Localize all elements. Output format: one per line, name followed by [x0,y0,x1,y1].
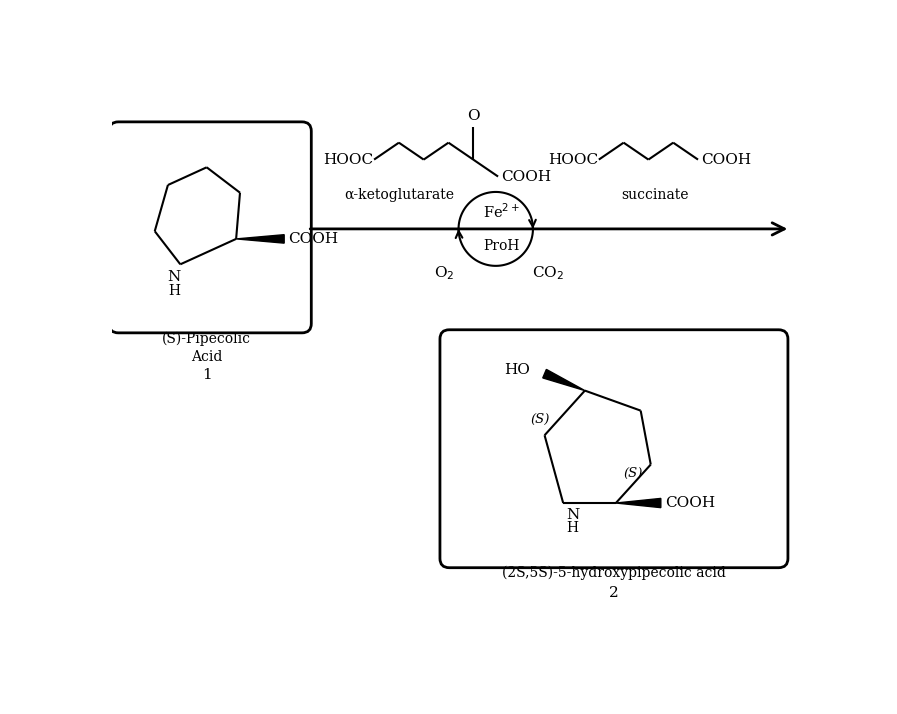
Text: HOOC: HOOC [548,153,597,166]
Text: N: N [566,508,579,523]
Text: H: H [567,521,579,536]
Text: COOH: COOH [501,169,552,183]
Text: H: H [168,284,180,298]
Polygon shape [236,235,284,243]
Text: CO$_2$: CO$_2$ [532,265,563,283]
Text: O$_2$: O$_2$ [433,265,454,283]
Text: 2: 2 [609,586,618,600]
Text: (S): (S) [530,413,550,426]
FancyBboxPatch shape [440,330,788,568]
Text: Acid: Acid [191,350,222,363]
Text: COOH: COOH [288,232,338,246]
Text: N: N [168,271,181,284]
Text: HO: HO [504,363,530,377]
Text: (2S,5S)-5-hydroxypipecolic acid: (2S,5S)-5-hydroxypipecolic acid [501,565,726,580]
Text: (S)-Pipecolic: (S)-Pipecolic [162,332,251,346]
Text: O: O [467,109,480,124]
Text: Fe$^{2+}$: Fe$^{2+}$ [483,203,520,221]
Text: α-ketoglutarate: α-ketoglutarate [344,188,455,202]
Polygon shape [616,498,661,508]
Text: 1: 1 [202,368,212,382]
Text: ProH: ProH [483,239,520,253]
Polygon shape [543,369,585,391]
Text: COOH: COOH [701,153,752,166]
Text: succinate: succinate [621,188,688,202]
Text: (S): (S) [623,467,642,481]
FancyBboxPatch shape [109,122,311,333]
Text: COOH: COOH [665,496,715,510]
Text: HOOC: HOOC [323,153,373,166]
